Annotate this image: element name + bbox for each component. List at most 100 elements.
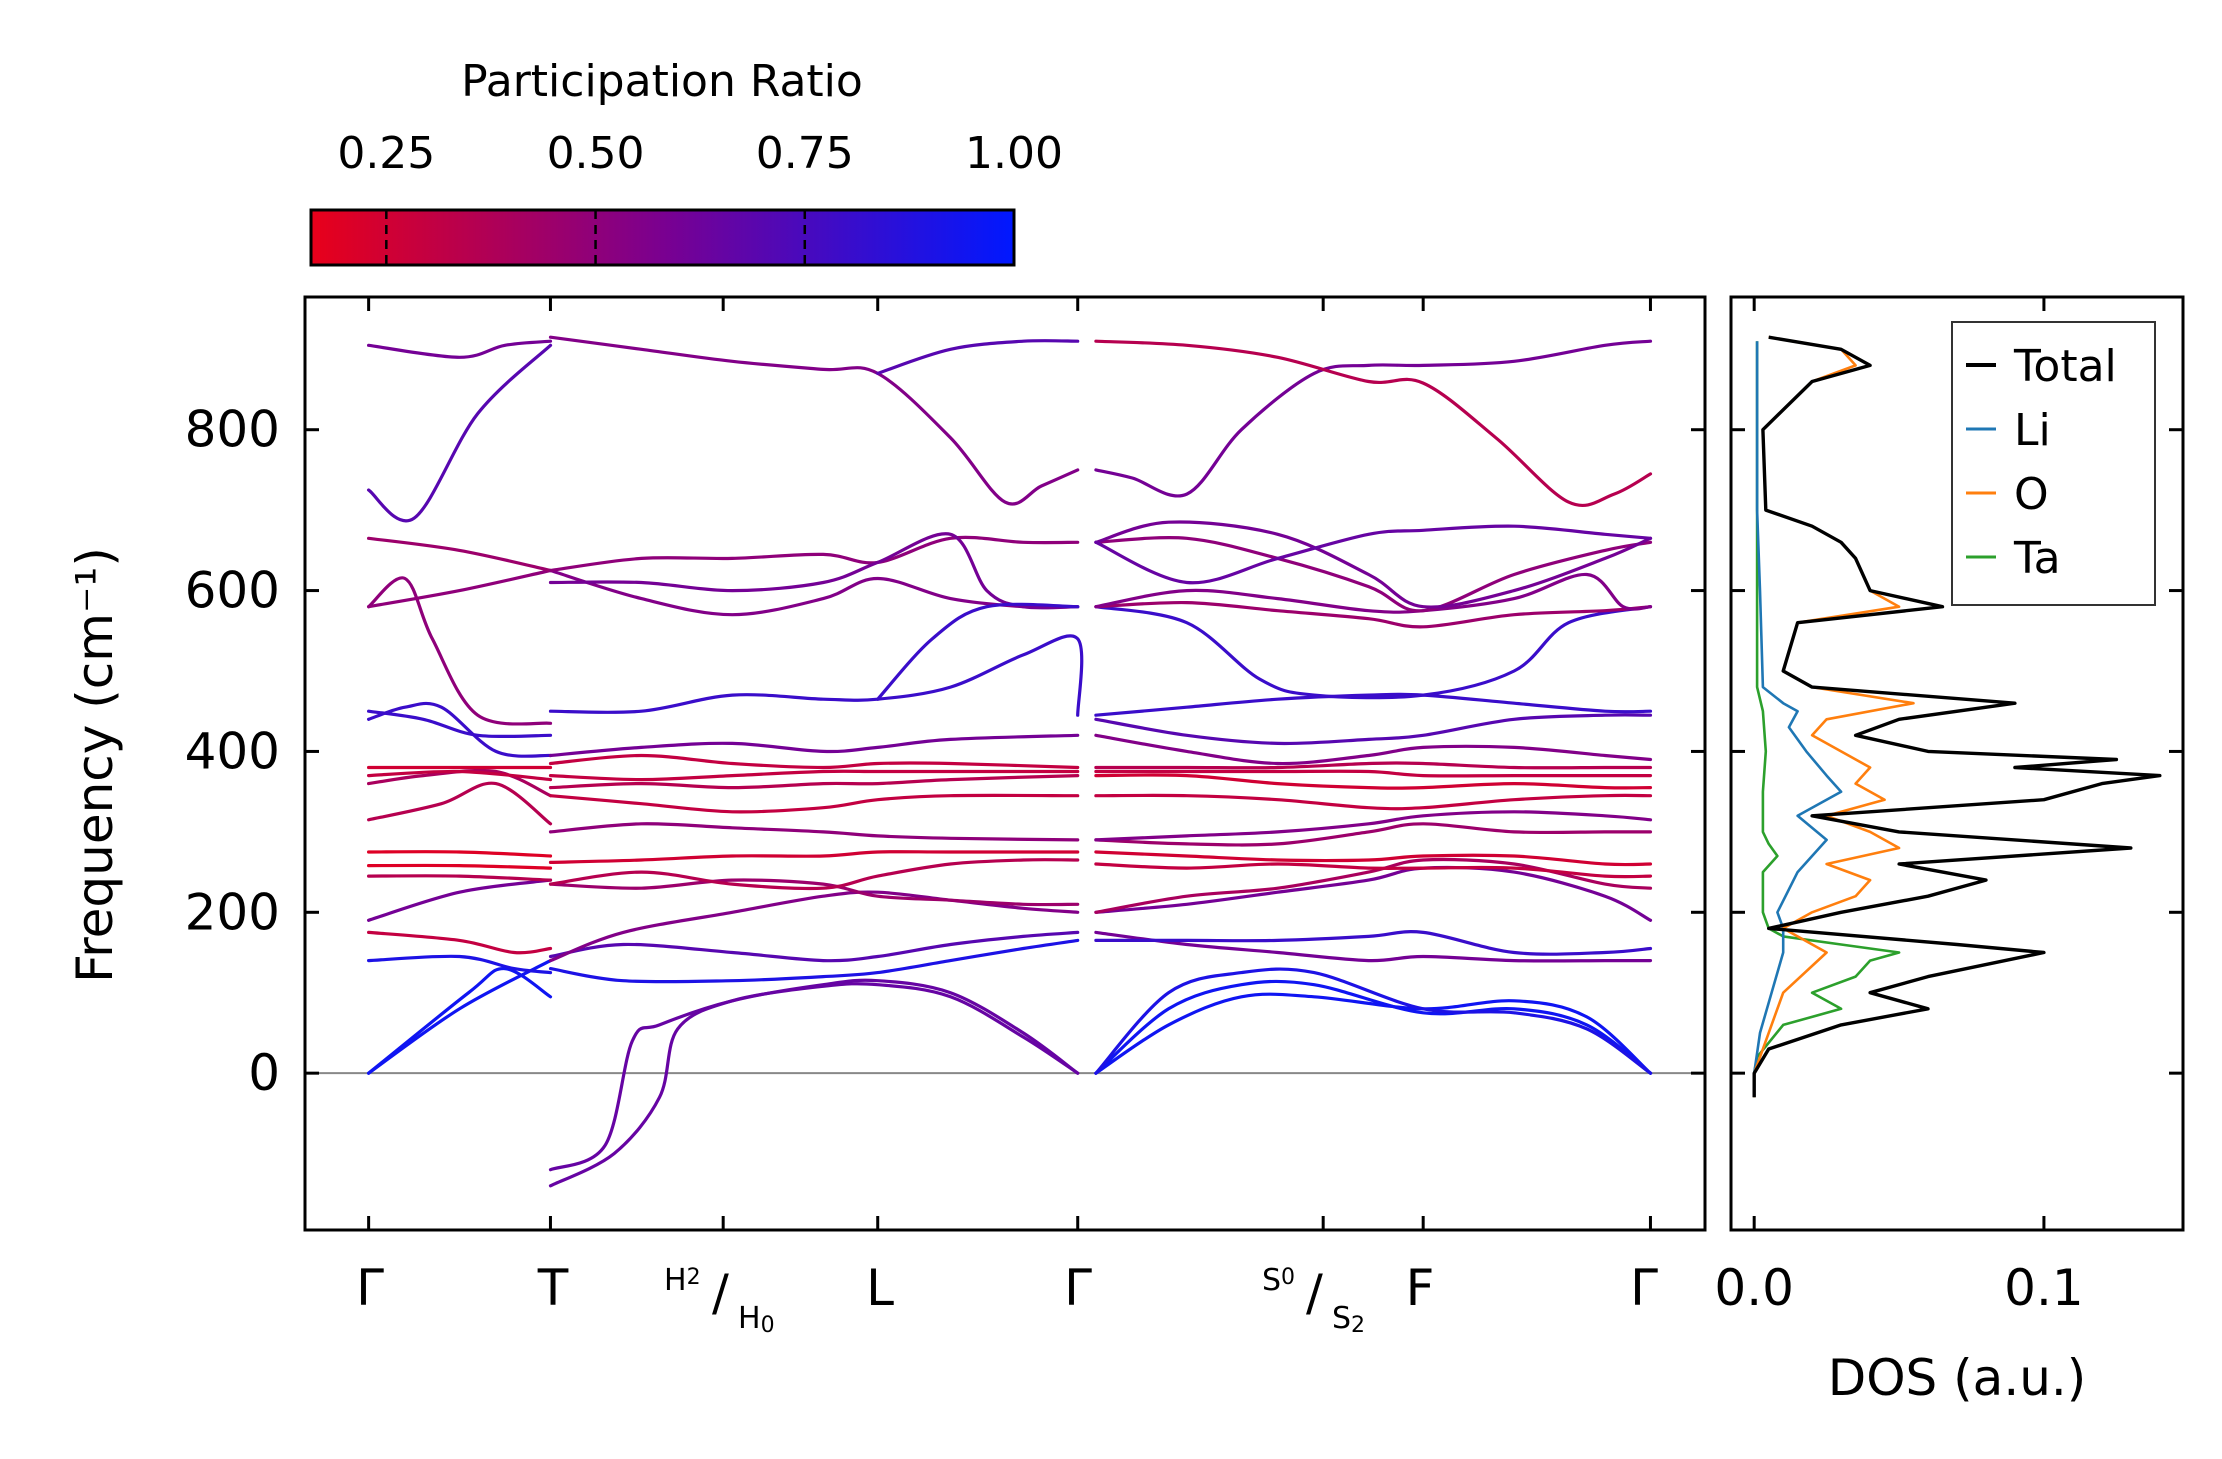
band-line-b4 bbox=[367, 930, 553, 955]
band-line-c16 bbox=[548, 568, 1080, 617]
label-s0-s2: S0 / S2 bbox=[1262, 1263, 1365, 1338]
band-line-d15 bbox=[1094, 761, 1653, 770]
dos-line-ta bbox=[1752, 341, 1901, 1098]
band-y-ticks: 0 200 400 600 800 bbox=[185, 401, 1705, 1102]
band-line-b9 bbox=[367, 781, 553, 826]
band-line-c4 bbox=[548, 930, 1080, 963]
label-h2-h0: H2 / H0 bbox=[664, 1263, 775, 1338]
band-line-d26 bbox=[1094, 339, 1653, 508]
band-line-b2 bbox=[367, 966, 553, 1075]
dos-x-tick-label: 0.0 bbox=[1714, 1259, 1794, 1317]
band-line-d2 bbox=[1094, 979, 1653, 1075]
label-gamma-3: Γ bbox=[1630, 1259, 1658, 1317]
band-line-c19 bbox=[548, 335, 1080, 506]
band-line-b5 bbox=[367, 878, 553, 922]
y-tick-label: 400 bbox=[185, 722, 280, 780]
band-line-b8 bbox=[367, 850, 553, 858]
colorbar-tick-label: 1.00 bbox=[965, 128, 1063, 179]
colorbar: Participation Ratio 0.25 0.50 0.75 1.00 bbox=[309, 56, 1063, 267]
band-line-d14 bbox=[1094, 769, 1653, 778]
label-gamma-1: Γ bbox=[356, 1259, 384, 1317]
band-line-d12 bbox=[1094, 793, 1653, 811]
band-line-d9 bbox=[1094, 850, 1653, 867]
band-line-d4 bbox=[1094, 930, 1653, 963]
band-line-b15 bbox=[367, 576, 553, 726]
band-line-b14 bbox=[367, 709, 553, 739]
band-lines bbox=[367, 335, 1653, 1188]
band-line-b16 bbox=[367, 568, 553, 609]
band-line-d22 bbox=[1094, 536, 1653, 613]
label-t: T bbox=[537, 1259, 569, 1317]
colorbar-tick-label: 0.50 bbox=[547, 128, 645, 179]
band-axes-frame bbox=[303, 295, 1707, 1232]
band-line-b17 bbox=[367, 536, 553, 573]
band-line-d20 bbox=[1094, 600, 1653, 629]
band-line-d18 bbox=[1094, 692, 1653, 717]
label-l: L bbox=[866, 1259, 894, 1317]
y-tick-label: 600 bbox=[185, 562, 280, 620]
band-line-c9 bbox=[548, 822, 1080, 842]
y-tick-label: 800 bbox=[185, 401, 280, 459]
band-line-b11 bbox=[367, 769, 553, 782]
band-line-c10 bbox=[548, 793, 1080, 814]
label-gamma-2: Γ bbox=[1064, 1259, 1092, 1317]
y-tick-label: 200 bbox=[185, 883, 280, 941]
label-h2: H2 bbox=[664, 1263, 701, 1298]
label-h-slash: / bbox=[712, 1264, 729, 1322]
band-line-c7 bbox=[548, 858, 1080, 891]
band-line-c11 bbox=[548, 774, 1080, 790]
band-line-d24 bbox=[1094, 524, 1653, 585]
legend-label-o: O bbox=[2014, 469, 2049, 520]
band-line-d10 bbox=[1094, 822, 1653, 847]
band-line-c21 bbox=[876, 602, 1080, 701]
band-line-c3 bbox=[548, 938, 1080, 984]
band-line-d19 bbox=[1094, 605, 1653, 700]
label-s0: S0 bbox=[1262, 1263, 1295, 1298]
band-line-c15 bbox=[548, 634, 1084, 717]
band-line-c20 bbox=[876, 339, 1080, 375]
dos-line-total bbox=[1752, 335, 2162, 1098]
band-line-c14 bbox=[548, 733, 1080, 758]
band-line-c2 bbox=[548, 982, 1080, 1188]
legend-label-total: Total bbox=[2013, 341, 2117, 392]
label-s2: S2 bbox=[1332, 1301, 1365, 1338]
band-line-b18 bbox=[367, 343, 553, 523]
dos-legend: Total Li O Ta bbox=[1951, 321, 2156, 606]
colorbar-gradient bbox=[309, 208, 1016, 267]
dos-axes-frame bbox=[1729, 295, 2185, 1232]
dos-line-li bbox=[1752, 341, 1843, 1098]
dos-ticks: 0.0 0.1 bbox=[1714, 297, 2183, 1317]
band-line-b13 bbox=[367, 701, 553, 758]
band-line-d13 bbox=[1094, 773, 1653, 790]
band-line-d17 bbox=[1094, 713, 1653, 746]
band-line-b3 bbox=[367, 954, 553, 975]
band-line-d11 bbox=[1094, 810, 1653, 842]
band-line-d8 bbox=[1094, 862, 1653, 879]
band-line-d5 bbox=[1094, 930, 1653, 956]
dos-x-tick-label: 0.1 bbox=[2004, 1259, 2084, 1317]
band-line-c13 bbox=[548, 753, 1080, 770]
dos-panel: 0.0 0.1 DOS (a.u.) Total Li O Ta bbox=[1714, 295, 2185, 1407]
band-y-axis-label: Frequency (cm⁻¹) bbox=[66, 547, 124, 983]
label-h0: H0 bbox=[738, 1301, 775, 1338]
band-line-c5 bbox=[548, 890, 1080, 963]
colorbar-tick-label: 0.25 bbox=[337, 128, 435, 179]
band-x-ticks bbox=[367, 297, 1652, 1230]
band-line-d1 bbox=[1094, 992, 1653, 1075]
label-s-slash: / bbox=[1306, 1264, 1323, 1322]
band-structure-panel: 0 200 400 600 800 Frequency (cm⁻¹) Γ T H2 / … bbox=[66, 295, 1707, 1338]
band-line-c8 bbox=[548, 850, 1080, 864]
dos-x-axis-label: DOS (a.u.) bbox=[1828, 1349, 2087, 1407]
high-symmetry-labels: Γ T H2 / H0 L Γ S0 / S2 F Γ bbox=[356, 1259, 1658, 1338]
band-line-c12 bbox=[548, 769, 1080, 782]
band-line-d7 bbox=[1094, 857, 1653, 914]
colorbar-tick-label: 0.75 bbox=[756, 128, 854, 179]
legend-label-ta: Ta bbox=[2013, 533, 2061, 584]
band-line-c6 bbox=[548, 878, 1080, 907]
band-line-c17 bbox=[548, 535, 1080, 573]
band-line-d25 bbox=[1094, 339, 1653, 498]
y-tick-label: 0 bbox=[248, 1044, 280, 1102]
band-line-d16 bbox=[1094, 733, 1653, 766]
band-line-d3 bbox=[1094, 967, 1653, 1075]
